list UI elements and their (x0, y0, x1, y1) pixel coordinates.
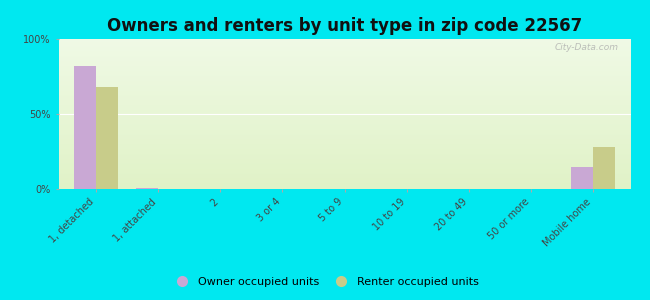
Bar (136, 188, 158, 189)
Bar (593, 147, 615, 189)
Text: City-Data.com: City-Data.com (555, 44, 619, 52)
Bar (96, 87, 118, 189)
Legend: Owner occupied units, Renter occupied units: Owner occupied units, Renter occupied un… (167, 273, 483, 291)
Title: Owners and renters by unit type in zip code 22567: Owners and renters by unit type in zip c… (107, 17, 582, 35)
Bar (571, 167, 593, 189)
Bar (74, 66, 96, 189)
